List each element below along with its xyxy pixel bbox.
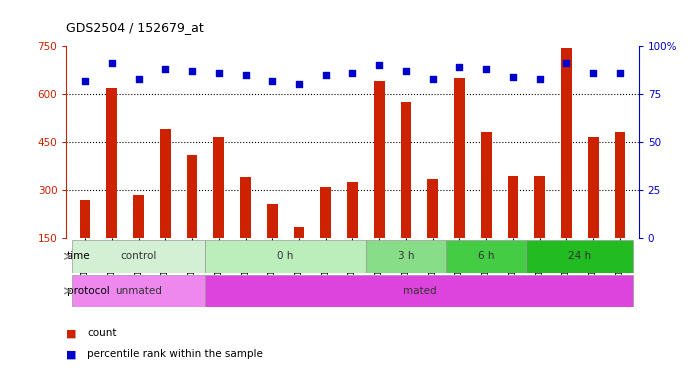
Bar: [214, 137, 224, 286]
FancyBboxPatch shape: [205, 240, 366, 273]
Bar: [106, 88, 117, 286]
Bar: [80, 200, 90, 286]
Text: 0 h: 0 h: [277, 251, 294, 262]
Bar: [427, 179, 438, 286]
FancyBboxPatch shape: [72, 275, 205, 307]
Bar: [347, 182, 358, 286]
Bar: [240, 177, 251, 286]
Bar: [267, 204, 278, 286]
Point: [240, 72, 251, 78]
Point: [373, 62, 385, 68]
Point: [534, 76, 545, 82]
Text: count: count: [87, 328, 117, 338]
Point: [80, 78, 91, 84]
Point: [507, 74, 519, 80]
FancyBboxPatch shape: [72, 240, 205, 273]
Point: [427, 76, 438, 82]
Text: 6 h: 6 h: [478, 251, 494, 262]
Point: [186, 68, 198, 74]
Bar: [294, 227, 304, 286]
Bar: [615, 132, 625, 286]
Point: [588, 70, 599, 76]
Point: [347, 70, 358, 76]
Bar: [133, 195, 144, 286]
FancyBboxPatch shape: [526, 240, 633, 273]
Point: [293, 81, 304, 88]
Point: [561, 60, 572, 66]
Point: [133, 76, 144, 82]
Point: [401, 68, 412, 74]
Text: percentile rank within the sample: percentile rank within the sample: [87, 349, 263, 359]
Bar: [454, 78, 465, 286]
Point: [160, 66, 171, 72]
Point: [106, 60, 117, 66]
Text: unmated: unmated: [115, 286, 162, 296]
Point: [614, 70, 625, 76]
FancyBboxPatch shape: [205, 275, 633, 307]
Bar: [374, 81, 385, 286]
Bar: [186, 155, 198, 286]
Bar: [401, 102, 411, 286]
Point: [320, 72, 332, 78]
Text: time: time: [67, 251, 91, 262]
Bar: [507, 176, 519, 286]
Bar: [320, 187, 331, 286]
Text: GDS2504 / 152679_at: GDS2504 / 152679_at: [66, 21, 204, 34]
FancyBboxPatch shape: [366, 240, 446, 273]
Text: ■: ■: [66, 328, 77, 338]
Text: ■: ■: [66, 349, 77, 359]
Bar: [160, 129, 170, 286]
Point: [481, 66, 492, 72]
FancyBboxPatch shape: [446, 240, 526, 273]
Point: [454, 64, 465, 70]
Text: control: control: [120, 251, 157, 262]
Bar: [535, 176, 545, 286]
Point: [267, 78, 278, 84]
Text: mated: mated: [403, 286, 436, 296]
Text: 24 h: 24 h: [568, 251, 591, 262]
Text: protocol: protocol: [67, 286, 110, 296]
Text: 3 h: 3 h: [398, 251, 414, 262]
Bar: [481, 132, 491, 286]
Point: [213, 70, 224, 76]
Bar: [588, 137, 599, 286]
Bar: [561, 48, 572, 286]
